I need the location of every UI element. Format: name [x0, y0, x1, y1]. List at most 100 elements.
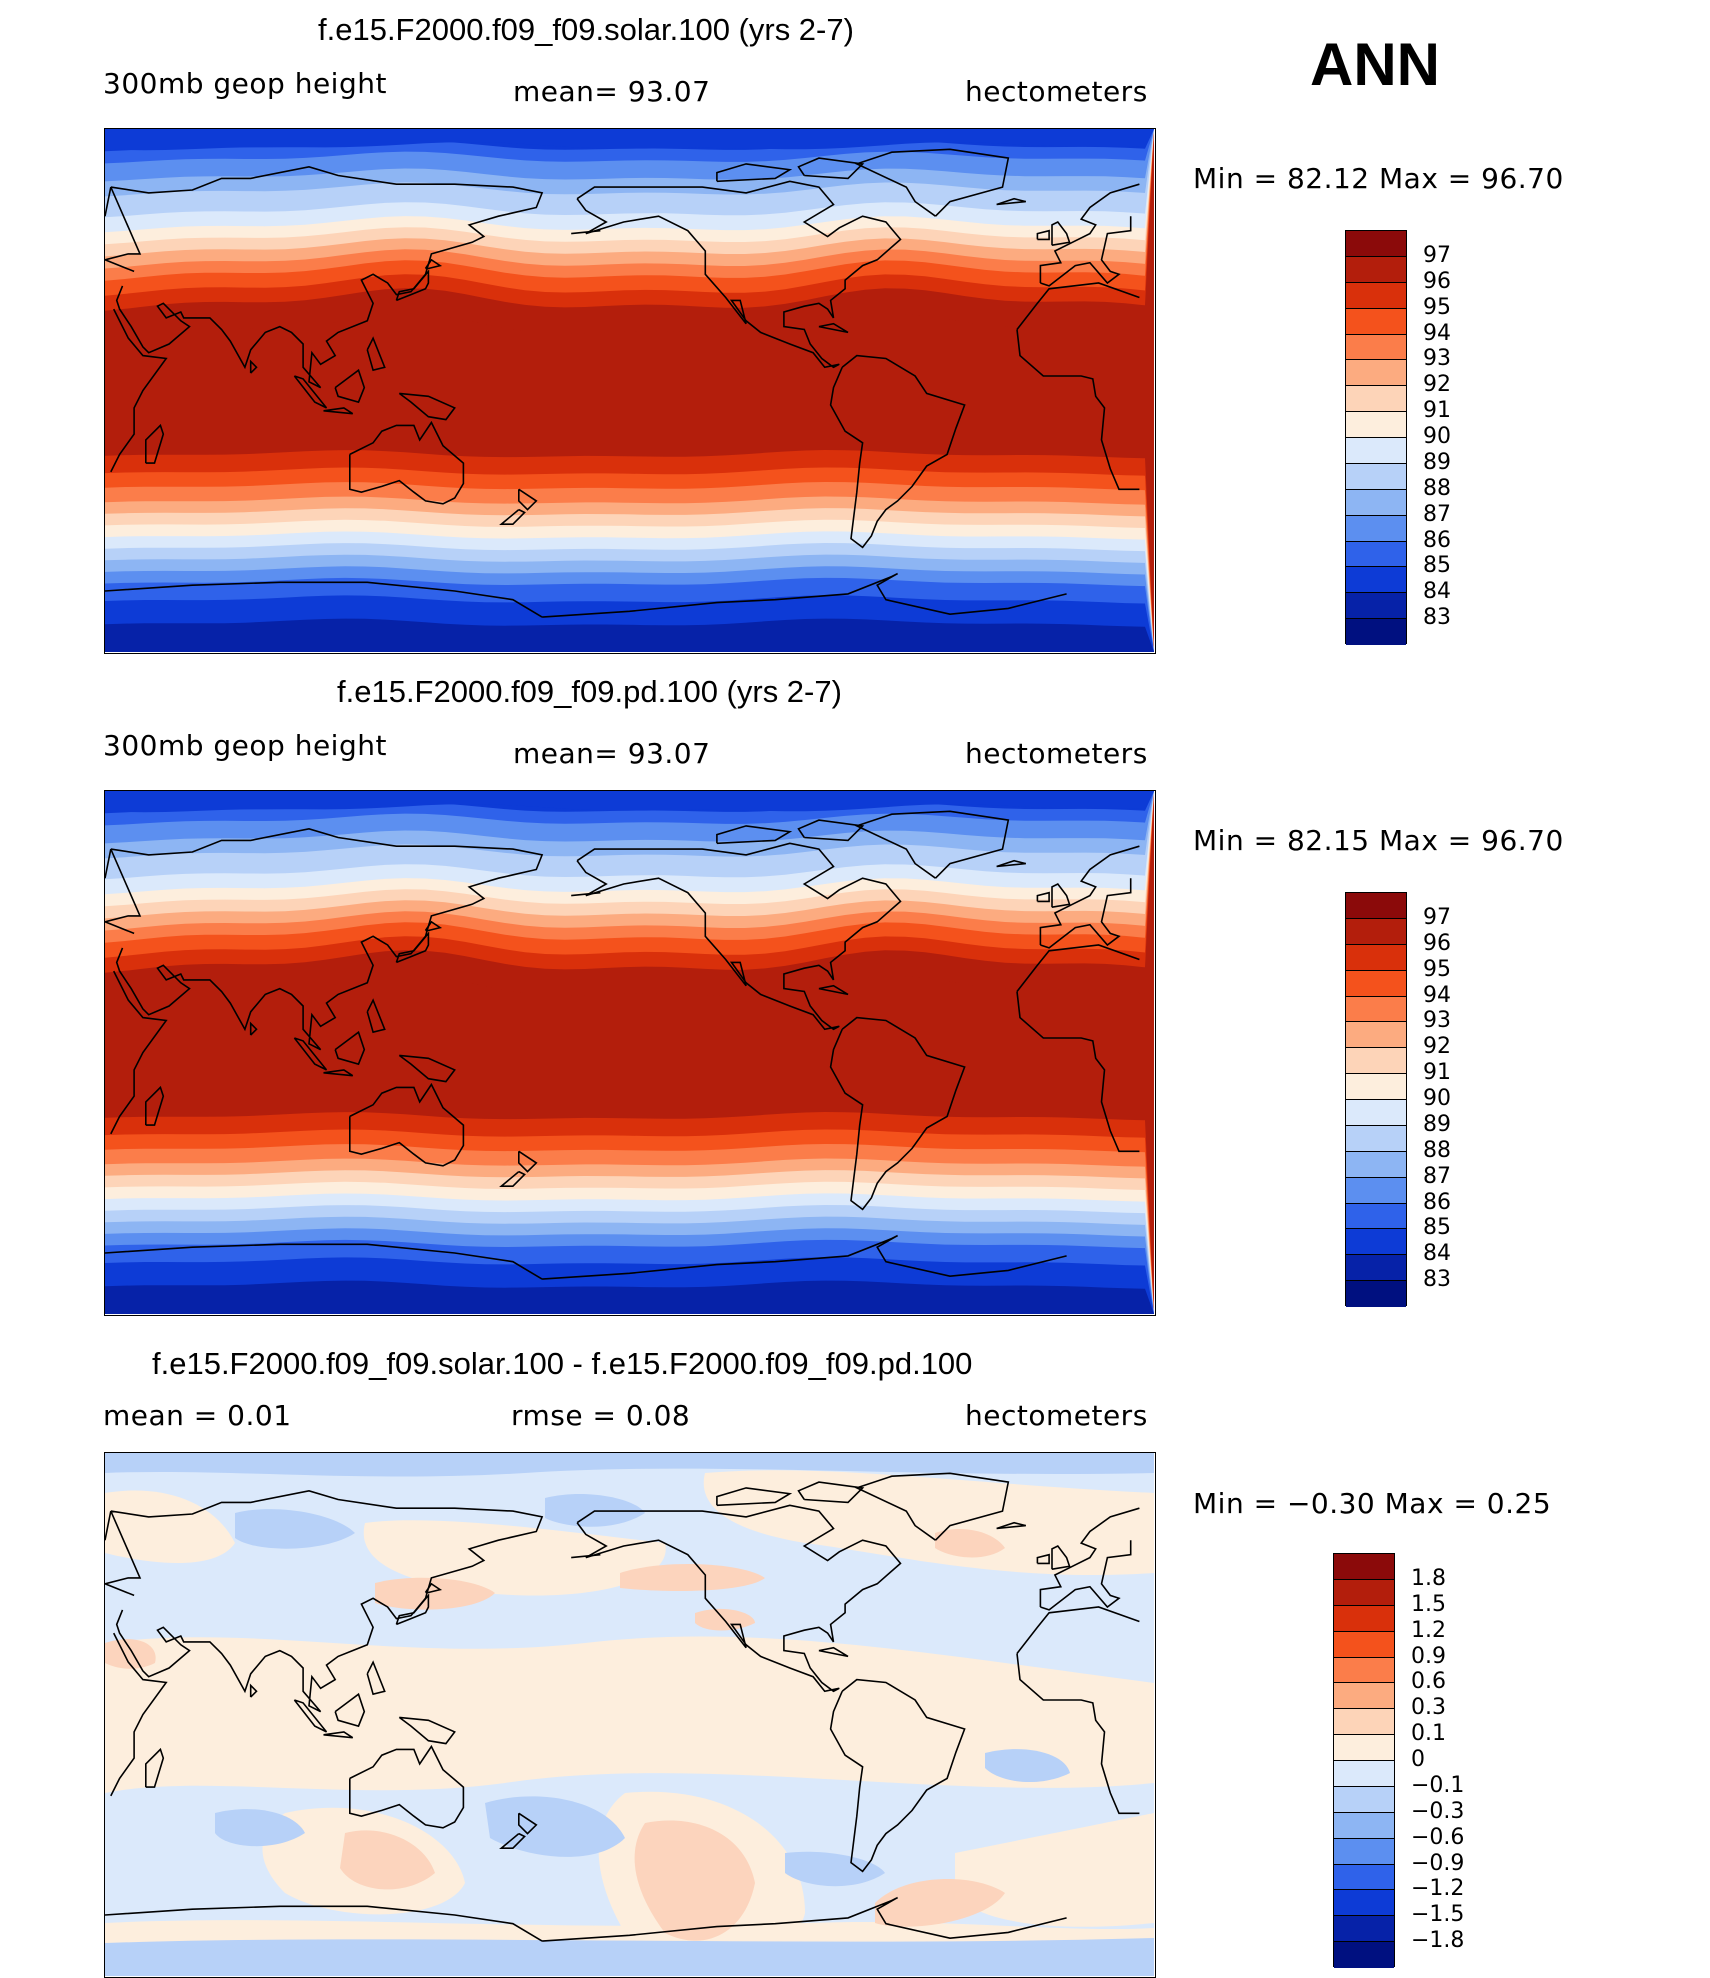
panel-3-units-label: hectometers	[965, 1399, 1148, 1432]
coastline	[1051, 1544, 1071, 1570]
colorbar-label: 1.5	[1411, 1591, 1446, 1617]
colorbar-label: 87	[1423, 1163, 1451, 1189]
colorbar-label: −1.5	[1411, 1902, 1465, 1928]
panel-2-minmax-label: Min = 82.15 Max = 96.70	[1193, 824, 1564, 857]
colorbar-box	[1334, 1786, 1394, 1813]
coastline	[398, 1054, 456, 1083]
colorbar-label: 94	[1423, 320, 1451, 346]
panel-2-title: f.e15.F2000.f09_f09.pd.100 (yrs 2-7)	[337, 674, 842, 709]
coastline	[818, 1646, 849, 1658]
colorbar-label: 83	[1423, 605, 1451, 631]
colorbar-label: 86	[1423, 1189, 1451, 1215]
colorbar-box	[1346, 386, 1406, 413]
coastline	[818, 322, 849, 334]
colorbar-label: 94	[1423, 982, 1451, 1008]
colorbar-box	[1346, 944, 1406, 971]
coastline	[854, 810, 1010, 879]
colorbar-label: 97	[1423, 904, 1451, 930]
colorbar-label: 95	[1423, 956, 1451, 982]
coastline	[366, 998, 386, 1034]
coastline	[996, 859, 1026, 868]
colorbar-label: 95	[1423, 294, 1451, 320]
colorbar-label: 85	[1423, 553, 1451, 579]
coastline	[293, 1699, 328, 1733]
map-diff-plot	[105, 1453, 1154, 1976]
coastline	[576, 180, 902, 369]
colorbar-label: −1.8	[1411, 1928, 1465, 1954]
coastline	[829, 354, 966, 549]
colorbar-label: 85	[1423, 1215, 1451, 1241]
coastline	[424, 920, 443, 932]
panel-1-variable-label: 300mb geop height	[103, 67, 387, 100]
coastline	[366, 1660, 386, 1696]
band-north-pole	[105, 129, 1154, 151]
colorbar-label: 1.2	[1411, 1617, 1446, 1643]
diff-contour-region	[955, 1813, 1154, 1927]
colorbar-box	[1346, 918, 1406, 945]
panel-1-colorbar	[1345, 230, 1407, 645]
colorbar-label: −0.9	[1411, 1850, 1465, 1876]
colorbar-label: 0.9	[1411, 1643, 1446, 1669]
panel-3-colorbar	[1333, 1553, 1395, 1968]
coastline	[334, 1692, 366, 1728]
coastline	[518, 1812, 538, 1835]
diff-contour-region	[985, 1749, 1070, 1783]
colorbar-label: 96	[1423, 268, 1451, 294]
colorbar-box	[1346, 256, 1406, 283]
colorbar-box	[1346, 515, 1406, 542]
colorbar-box	[1346, 412, 1406, 438]
diff-contour-region	[235, 1509, 355, 1549]
coastline	[349, 1082, 465, 1167]
coastline	[818, 984, 849, 996]
panel-2-units-label: hectometers	[965, 737, 1148, 770]
colorbar-box	[1346, 893, 1406, 919]
colorbar-label: 90	[1423, 424, 1451, 449]
coastline	[1036, 1553, 1050, 1565]
diff-contour-region	[375, 1577, 495, 1610]
coastline	[105, 572, 1067, 618]
colorbar-label: 87	[1423, 501, 1451, 527]
coastline	[349, 420, 465, 505]
coastline	[518, 1150, 538, 1173]
diff-contour-region	[215, 1809, 305, 1847]
colorbar-label: 0.6	[1411, 1669, 1446, 1695]
diff-contour-region	[634, 1820, 755, 1941]
coastline	[105, 1507, 1140, 1611]
coastline	[110, 1606, 1140, 1815]
diff-contour-region	[105, 1453, 1154, 1477]
coastline	[349, 1744, 465, 1829]
coastline	[105, 165, 544, 389]
colorbar-box	[1334, 1916, 1394, 1943]
diff-contour-region	[105, 1490, 235, 1563]
diff-contour-region	[105, 1639, 156, 1669]
coastline	[518, 488, 538, 511]
season-label: ANN	[1310, 31, 1440, 98]
coastline	[249, 1021, 258, 1036]
coastline	[366, 336, 386, 372]
coastline	[829, 1016, 966, 1211]
colorbar-box	[1334, 1838, 1394, 1865]
diff-contour-region	[935, 1528, 1005, 1558]
colorbar-label: 92	[1423, 372, 1451, 398]
coastlines	[105, 810, 1140, 1280]
coastline	[398, 1716, 456, 1745]
coastline	[145, 1747, 165, 1788]
colorbar-box	[1346, 970, 1406, 997]
colorbar-box	[1346, 231, 1406, 257]
colorbar-label: −0.3	[1411, 1798, 1465, 1824]
coastline	[1036, 229, 1050, 241]
colorbar-box	[1346, 541, 1406, 568]
coastline	[105, 845, 1140, 949]
colorbar-box	[1346, 1177, 1406, 1204]
band-south	[105, 1280, 1154, 1314]
colorbar-box	[1334, 1812, 1394, 1839]
contour-bands	[105, 129, 1154, 652]
colorbar-box	[1346, 438, 1406, 464]
coastline	[499, 1832, 526, 1849]
band-south	[105, 618, 1154, 652]
coastline	[110, 944, 1140, 1153]
coastline	[105, 1896, 1067, 1942]
panel-3-mean-label: mean = 0.01	[103, 1399, 292, 1432]
panel-1-minmax-label: Min = 82.12 Max = 96.70	[1193, 162, 1564, 195]
colorbar-label: 92	[1423, 1034, 1451, 1060]
